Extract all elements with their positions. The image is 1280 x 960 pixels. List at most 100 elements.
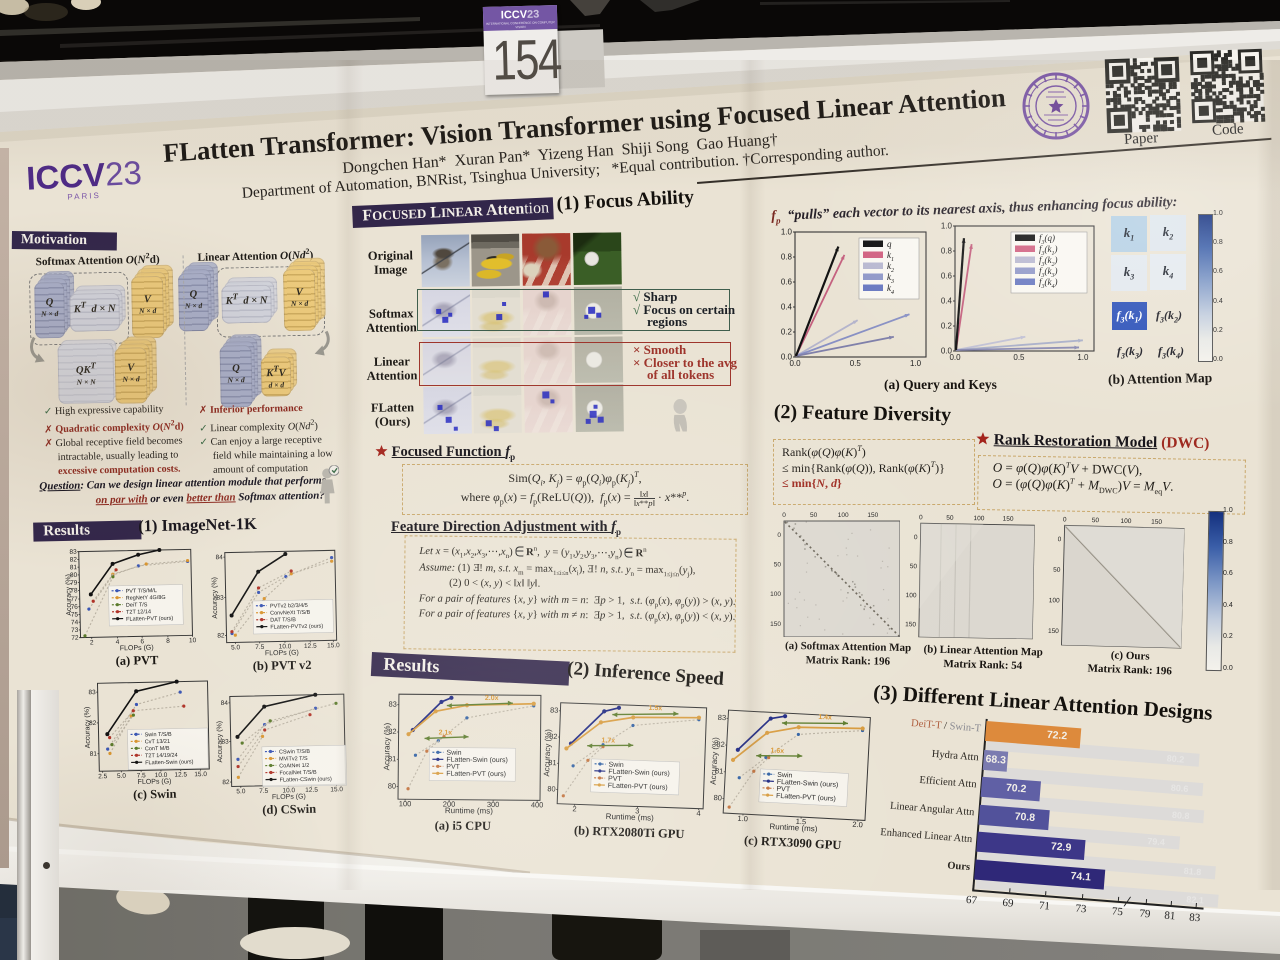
svg-text:FLatten-CSwin (ours): FLatten-CSwin (ours) [280, 776, 333, 783]
svg-text:150: 150 [1048, 628, 1059, 635]
svg-text:81: 81 [90, 751, 98, 758]
svg-text:100: 100 [1120, 518, 1131, 525]
svg-text:81: 81 [70, 564, 78, 571]
svg-text:0.4: 0.4 [941, 297, 953, 306]
svg-text:50: 50 [946, 515, 954, 522]
svg-text:(b) PVT v2: (b) PVT v2 [253, 658, 312, 673]
svg-text:100: 100 [1049, 597, 1060, 604]
svg-text:83: 83 [88, 689, 96, 696]
svg-text:FLatten-Swin (ours): FLatten-Swin (ours) [145, 759, 194, 766]
svg-text:0.5: 0.5 [850, 359, 862, 368]
svg-text:150: 150 [770, 621, 781, 628]
svg-text:q: q [887, 239, 892, 249]
svg-text:0.8: 0.8 [781, 253, 793, 262]
svg-text:Accuracy (%): Accuracy (%) [542, 729, 553, 777]
svg-text:MViTv2 T/S: MViTv2 T/S [279, 756, 308, 763]
svg-text:FLOPs (G): FLOPs (G) [120, 645, 154, 653]
svg-text:50: 50 [910, 563, 918, 570]
svg-text:15.0: 15.0 [327, 642, 340, 649]
svg-text:7.5: 7.5 [255, 644, 265, 651]
svg-text:RegNetY 4G/8G: RegNetY 4G/8G [126, 595, 166, 602]
svg-text:1.7x: 1.7x [601, 737, 615, 744]
svg-text:0: 0 [777, 532, 781, 539]
svg-text:CSwin T/S/B: CSwin T/S/B [279, 749, 311, 756]
svg-text:0.0: 0.0 [789, 359, 801, 368]
svg-text:15.0: 15.0 [194, 771, 207, 778]
svg-text:(c) Swin: (c) Swin [133, 787, 177, 802]
svg-text:1.5x: 1.5x [648, 705, 662, 712]
svg-text:84: 84 [216, 554, 224, 561]
svg-text:0: 0 [782, 512, 786, 519]
svg-text:PVTv2 b2/3/4/5: PVTv2 b2/3/4/5 [270, 603, 308, 610]
svg-text:100: 100 [974, 515, 985, 522]
svg-text:Runtime (ms): Runtime (ms) [606, 812, 655, 823]
svg-text:(b) RTX2080Ti GPU: (b) RTX2080Ti GPU [574, 823, 685, 841]
svg-text:Accuracy (%): Accuracy (%) [709, 737, 720, 785]
svg-text:Runtime (ms): Runtime (ms) [769, 822, 818, 834]
svg-text:10: 10 [189, 637, 197, 644]
svg-text:5.0: 5.0 [236, 788, 246, 795]
svg-text:83: 83 [69, 549, 77, 556]
svg-text:1.0: 1.0 [781, 228, 793, 237]
svg-text:DAT T/S/B: DAT T/S/B [270, 617, 296, 624]
svg-text:12.5: 12.5 [304, 643, 317, 650]
svg-text:2.5: 2.5 [98, 773, 108, 780]
svg-text:0: 0 [919, 514, 923, 521]
svg-text:1.6x: 1.6x [770, 747, 784, 755]
svg-text:0.6: 0.6 [941, 272, 953, 281]
svg-text:82: 82 [70, 556, 78, 563]
svg-text:1.0: 1.0 [941, 222, 953, 231]
svg-text:Accuracy (%): Accuracy (%) [382, 722, 391, 770]
svg-text:FLOPs (G): FLOPs (G) [272, 793, 306, 801]
svg-text:T2T 14/19/24: T2T 14/19/24 [145, 753, 178, 760]
svg-text:Runtime (ms): Runtime (ms) [445, 806, 493, 815]
svg-text:80: 80 [713, 793, 722, 802]
svg-text:0.0: 0.0 [949, 353, 961, 362]
svg-text:CoAtNet 1/2: CoAtNet 1/2 [279, 763, 309, 770]
svg-text:73: 73 [71, 627, 79, 634]
svg-text:5.0: 5.0 [117, 773, 127, 780]
svg-text:FocalNet T/S/B: FocalNet T/S/B [279, 770, 317, 777]
svg-text:Accuracy (%): Accuracy (%) [84, 707, 92, 749]
svg-text:1.0: 1.0 [910, 359, 922, 368]
svg-text:7.5: 7.5 [259, 788, 269, 795]
svg-text:2.0x: 2.0x [485, 695, 499, 702]
svg-text:1.4x: 1.4x [818, 714, 832, 722]
svg-text:ConT M/B: ConT M/B [145, 746, 170, 753]
svg-text:FLatten-PVT (ours): FLatten-PVT (ours) [446, 771, 506, 779]
svg-text:80: 80 [388, 781, 396, 790]
svg-text:100: 100 [906, 592, 917, 599]
svg-text:12.5: 12.5 [174, 771, 187, 778]
svg-text:15.0: 15.0 [330, 786, 343, 793]
svg-text:50: 50 [1053, 567, 1061, 574]
svg-text:0.2: 0.2 [941, 322, 953, 331]
svg-text:0.6: 0.6 [781, 278, 793, 287]
svg-text:72: 72 [71, 635, 79, 642]
svg-text:0.8: 0.8 [941, 247, 953, 256]
svg-text:(a) PVT: (a) PVT [116, 653, 160, 668]
svg-text:(d) CSwin: (d) CSwin [262, 802, 316, 817]
svg-text:CvT 13/21: CvT 13/21 [145, 739, 170, 746]
svg-text:0.2: 0.2 [781, 328, 793, 337]
svg-text:Swin T/S/B: Swin T/S/B [145, 732, 173, 739]
svg-text:50: 50 [1092, 517, 1100, 524]
svg-text:DeiT T/S: DeiT T/S [126, 602, 148, 608]
svg-text:100: 100 [838, 512, 849, 519]
svg-text:FLatten-PVT (ours): FLatten-PVT (ours) [126, 616, 173, 623]
svg-text:12.5: 12.5 [305, 787, 318, 794]
svg-text:FLatten-PVTv2 (ours): FLatten-PVTv2 (ours) [270, 624, 323, 631]
svg-text:150: 150 [1151, 519, 1162, 526]
svg-text:PVT T/S/M/L: PVT T/S/M/L [126, 588, 157, 595]
svg-text:FLOPs (G): FLOPs (G) [265, 650, 299, 658]
svg-text:50: 50 [810, 512, 818, 519]
svg-text:74: 74 [71, 619, 79, 626]
svg-text:0.4: 0.4 [781, 303, 793, 312]
svg-text:150: 150 [1003, 516, 1014, 523]
svg-text:150: 150 [905, 621, 916, 628]
svg-text:T2T 12/14: T2T 12/14 [126, 609, 151, 616]
svg-text:Accuracy (%): Accuracy (%) [211, 577, 219, 619]
svg-text:8: 8 [166, 638, 170, 645]
svg-text:0.5: 0.5 [1013, 353, 1025, 362]
svg-text:84: 84 [221, 700, 229, 707]
svg-text:1.0: 1.0 [1077, 353, 1089, 362]
